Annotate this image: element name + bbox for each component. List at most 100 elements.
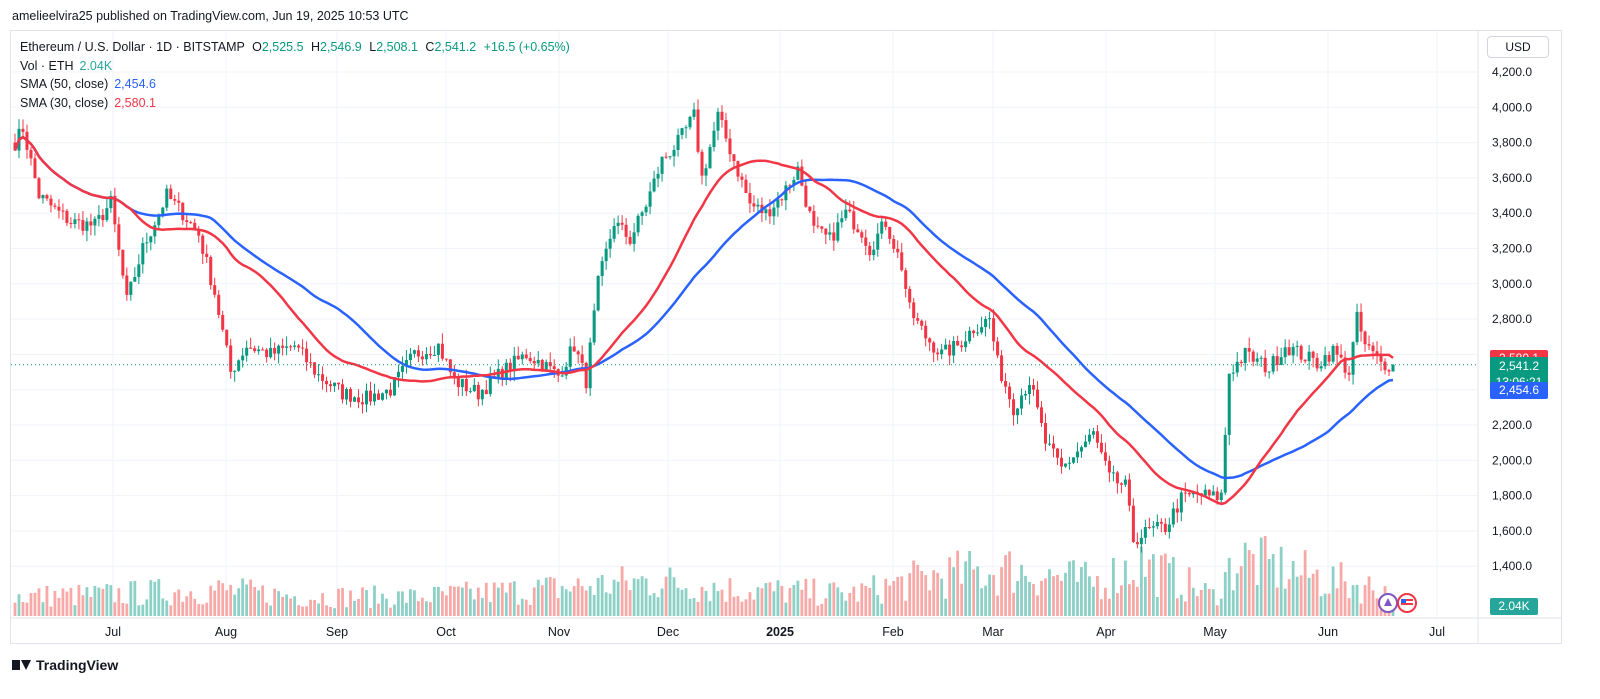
volume-bar [1072,560,1075,616]
candle-body [1004,381,1008,387]
volume-bar [668,567,672,616]
candle-body [860,232,864,238]
volume-bar [101,588,105,616]
candle-body [309,362,313,364]
candle-body [189,222,193,224]
volume-bar [784,602,788,616]
candle-body [301,347,305,349]
candle-body [293,345,297,347]
volume-bar [588,586,592,616]
candle-body [420,356,424,360]
y-tick-label: 3,000.0 [1492,277,1532,291]
candle-body [1279,357,1283,365]
volume-bar [576,578,580,616]
candle-body [616,222,620,227]
volume-bar [716,591,720,616]
candle-body [472,384,476,392]
candle-body [1171,508,1175,525]
candle-body [672,150,676,157]
candle-body [888,226,892,239]
currency-button[interactable]: USD [1487,36,1549,58]
candle-body [65,210,69,224]
volume-bar [305,606,308,616]
volume-bar [484,582,488,616]
candle-body [976,332,980,334]
candle-body [940,349,944,355]
candle-body [484,389,488,395]
volume-bar [780,585,784,616]
candle-body [329,384,333,387]
close-label: C [425,40,435,54]
volume-bar [604,592,608,616]
volume-bar [389,607,392,616]
candle-body [237,360,241,371]
candle-body [660,156,664,174]
candle-body [728,138,732,155]
candle-body [444,358,448,360]
candle-body [996,341,1000,356]
volume-bar [41,602,45,616]
volume-bar [405,602,408,616]
y-tick-label: 1,800.0 [1492,489,1532,503]
volume-bar [1295,576,1299,616]
volume-legend-row[interactable]: Vol · ETH 2.04K [20,57,570,76]
volume-bar [1167,563,1171,616]
candle-body [1055,448,1060,458]
candle-body [1227,373,1231,435]
candle-body [1131,505,1135,542]
volume-bar [528,604,532,616]
candle-body [732,154,736,162]
sma30-legend-row[interactable]: SMA (30, close) 2,580.1 [20,94,570,113]
volume-bar [1112,557,1115,616]
y-tick-label: 4,000.0 [1492,100,1532,114]
candle-body [776,199,780,208]
volume-bar [636,579,640,616]
candle-body [221,314,225,330]
candle-body [173,199,177,201]
symbol-row[interactable]: Ethereum / U.S. Dollar · 1D · BITSTAMP O… [20,38,570,57]
candle-body [217,294,221,315]
volume-bar [832,582,836,616]
volume-bar [652,593,656,616]
y-tick-label: 2,200.0 [1492,418,1532,432]
candle-body [145,242,149,244]
candle-body [544,362,548,371]
volume-bar [868,587,872,616]
volume-bar [1080,567,1083,616]
volume-bar [1303,550,1307,616]
footer-brand[interactable]: TradingView [12,657,118,673]
volume-bar [976,566,980,616]
candle-body [297,345,301,348]
candle-body [1247,348,1251,352]
candle-body [61,210,65,212]
volume-bar [1068,561,1071,616]
candle-body [1143,527,1147,538]
candle-body [281,345,285,348]
candle-body [724,120,728,139]
candle-body [85,221,89,231]
candle-body [648,191,652,207]
volume-bar [1327,593,1331,616]
volume-bar [1223,572,1227,616]
tradingview-logo-icon [12,660,31,670]
sma50-legend-row[interactable]: SMA (50, close) 2,454.6 [20,75,570,94]
volume-bar [1147,559,1151,616]
candle-body [644,206,648,213]
x-tick-label: Dec [657,625,679,639]
candle-body [1211,491,1215,496]
volume-bar [245,584,249,616]
volume-bar [237,588,241,616]
events-icon[interactable] [1376,592,1420,614]
volume-bar [500,582,504,616]
candle-body [508,362,512,372]
candle-body [185,220,189,223]
low-label: L [369,40,377,54]
y-tick-label: 3,800.0 [1492,136,1532,150]
candle-body [656,173,660,179]
candle-body [968,330,972,342]
volume-bar [688,598,692,616]
volume-bar [672,577,676,616]
candle-body [1024,393,1028,396]
candle-body [1207,489,1211,496]
